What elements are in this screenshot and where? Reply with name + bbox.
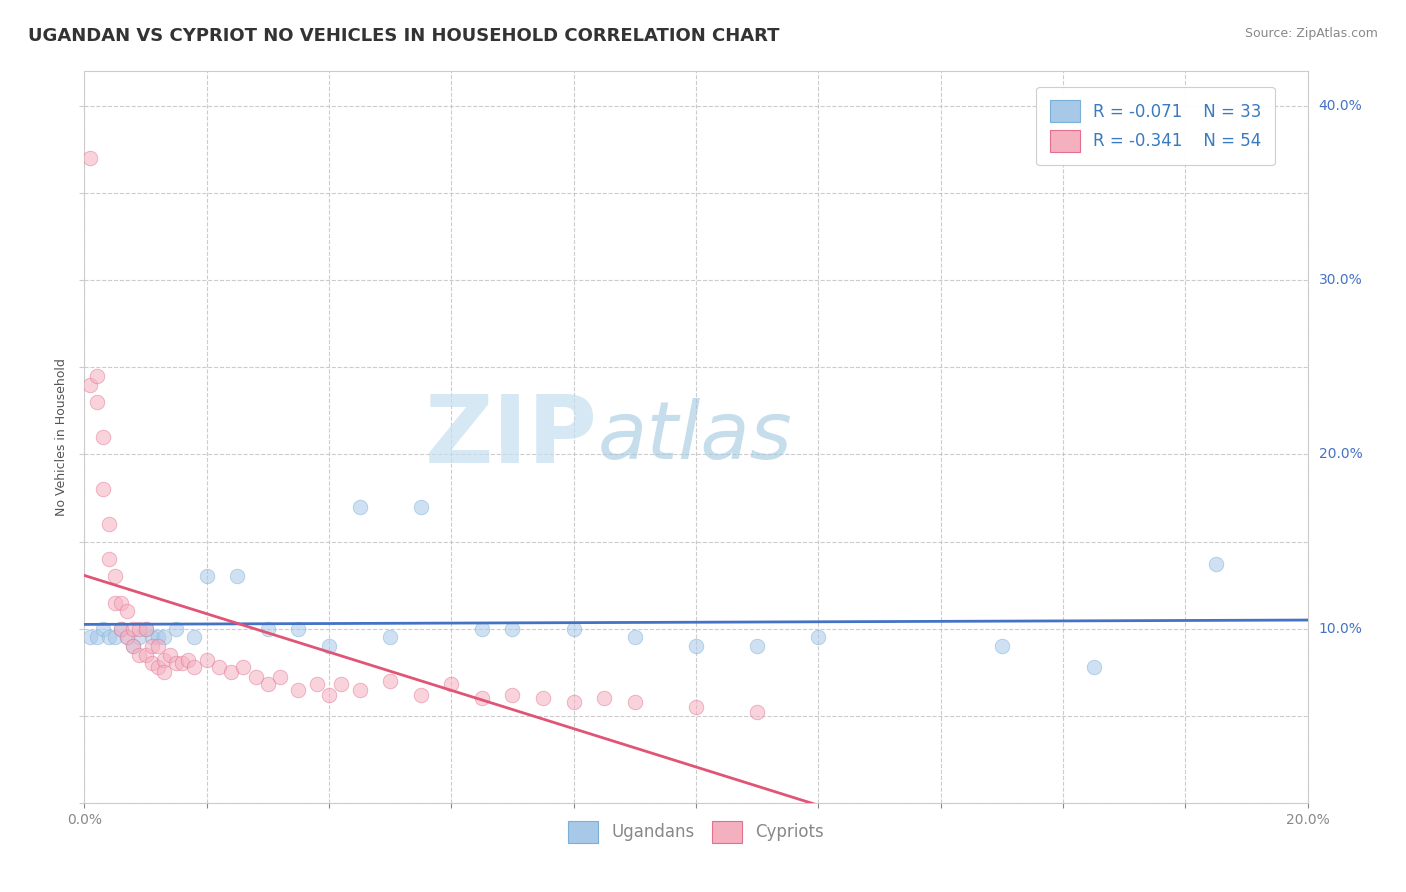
Point — [79, 377, 101, 392]
Point — [807, 631, 830, 645]
Point — [440, 677, 463, 691]
Point — [91, 483, 114, 497]
Point — [104, 569, 127, 583]
Point — [86, 369, 108, 384]
Point — [232, 660, 254, 674]
Text: 40.0%: 40.0% — [1319, 99, 1362, 113]
Point — [624, 695, 647, 709]
Point — [471, 691, 494, 706]
Point — [183, 660, 205, 674]
Point — [349, 682, 371, 697]
Point — [128, 648, 150, 662]
Point — [115, 604, 138, 618]
Point — [159, 648, 181, 662]
Point — [747, 705, 769, 719]
Y-axis label: No Vehicles in Household: No Vehicles in Household — [55, 359, 67, 516]
Point — [91, 430, 114, 444]
Point — [104, 595, 127, 609]
Point — [79, 152, 101, 166]
Point — [502, 688, 524, 702]
Point — [91, 622, 114, 636]
Point — [153, 631, 176, 645]
Point — [141, 657, 163, 671]
Point — [1083, 660, 1105, 674]
Point — [1205, 558, 1227, 572]
Point — [115, 631, 138, 645]
Point — [122, 639, 145, 653]
Point — [208, 660, 231, 674]
Point — [318, 688, 340, 702]
Point — [195, 653, 218, 667]
Point — [165, 657, 187, 671]
Point — [135, 648, 157, 662]
Text: atlas: atlas — [598, 398, 793, 476]
Point — [146, 631, 169, 645]
Text: 20.0%: 20.0% — [1319, 448, 1362, 461]
Point — [349, 500, 371, 514]
Point — [128, 622, 150, 636]
Point — [562, 695, 585, 709]
Point — [330, 677, 353, 691]
Point — [318, 639, 340, 653]
Point — [153, 665, 176, 680]
Point — [991, 639, 1014, 653]
Point — [219, 665, 242, 680]
Point — [97, 552, 120, 566]
Legend: Ugandans, Cypriots: Ugandans, Cypriots — [561, 814, 831, 849]
Point — [97, 517, 120, 532]
Point — [380, 631, 402, 645]
Point — [110, 622, 132, 636]
Text: Source: ZipAtlas.com: Source: ZipAtlas.com — [1244, 27, 1378, 40]
Point — [141, 639, 163, 653]
Point — [79, 631, 101, 645]
Point — [593, 691, 616, 706]
Point — [195, 569, 218, 583]
Point — [86, 395, 108, 409]
Point — [471, 622, 494, 636]
Text: 30.0%: 30.0% — [1319, 273, 1362, 287]
Text: 10.0%: 10.0% — [1319, 622, 1362, 636]
Point — [135, 622, 157, 636]
Point — [177, 653, 200, 667]
Point — [122, 639, 145, 653]
Point — [97, 631, 120, 645]
Point — [257, 622, 280, 636]
Text: UGANDAN VS CYPRIOT NO VEHICLES IN HOUSEHOLD CORRELATION CHART: UGANDAN VS CYPRIOT NO VEHICLES IN HOUSEH… — [28, 27, 779, 45]
Point — [146, 639, 169, 653]
Point — [409, 500, 432, 514]
Point — [128, 631, 150, 645]
Point — [245, 670, 267, 684]
Point — [115, 631, 138, 645]
Point — [269, 670, 291, 684]
Point — [146, 660, 169, 674]
Point — [135, 622, 157, 636]
Point — [305, 677, 328, 691]
Point — [562, 622, 585, 636]
Point — [153, 653, 176, 667]
Point — [287, 622, 309, 636]
Text: ZIP: ZIP — [425, 391, 598, 483]
Point — [122, 622, 145, 636]
Point — [380, 673, 402, 688]
Point — [110, 595, 132, 609]
Point — [502, 622, 524, 636]
Point — [257, 677, 280, 691]
Point — [86, 631, 108, 645]
Point — [110, 622, 132, 636]
Point — [226, 569, 249, 583]
Point — [685, 639, 707, 653]
Point — [531, 691, 554, 706]
Point — [141, 631, 163, 645]
Point — [287, 682, 309, 697]
Point — [685, 700, 707, 714]
Point — [409, 688, 432, 702]
Point — [172, 657, 194, 671]
Point — [183, 631, 205, 645]
Point — [747, 639, 769, 653]
Point — [104, 631, 127, 645]
Point — [624, 631, 647, 645]
Point — [165, 622, 187, 636]
